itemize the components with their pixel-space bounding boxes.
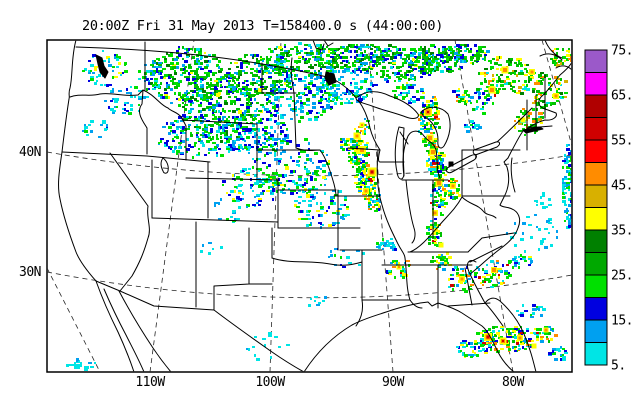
basemap-borders <box>58 40 572 372</box>
colorbar-cell <box>584 94 608 118</box>
colorbar-tick-label: 45. <box>611 179 633 194</box>
colorbar-tick-label: 25. <box>611 269 633 284</box>
colorbar-cell <box>584 207 608 231</box>
colorbar-cell <box>584 319 608 343</box>
colorbar-cell <box>584 252 608 276</box>
title-model-time: T=158400.0 s (44:00:00) <box>263 18 443 34</box>
longitude-axis: 110W 100W 90W 80W <box>135 375 525 390</box>
lon-label-80w: 80W <box>502 375 525 390</box>
colorbar-cell <box>584 139 608 163</box>
colorbar-cell <box>584 342 608 366</box>
lon-label-100w: 100W <box>255 375 285 390</box>
colorbar-cell <box>584 297 608 321</box>
colorbar-tick-label: 35. <box>611 224 633 239</box>
colorbar-tick-label: 75. <box>611 44 633 59</box>
plot-title: 20:00Z Fri 31 May 2013 T=158400.0 s (44:… <box>82 18 443 34</box>
colorbar-tick-label: 5. <box>611 359 626 374</box>
colorbar-tick-label: 65. <box>611 89 633 104</box>
latitude-axis: 40N 30N <box>19 145 41 280</box>
map-frame <box>46 39 573 373</box>
colorbar-cell <box>584 162 608 186</box>
lat-label-30n: 30N <box>19 265 41 280</box>
lon-label-90w: 90W <box>382 375 405 390</box>
colorbar-cell <box>584 184 608 208</box>
colorbar-cell <box>584 72 608 96</box>
colorbar-cell <box>584 274 608 298</box>
title-timestamp: 20:00Z Fri 31 May 2013 <box>82 18 254 34</box>
colorbar-cell <box>584 49 608 73</box>
colorbar-cell <box>584 229 608 253</box>
colorbar-cell <box>584 117 608 141</box>
lon-label-110w: 110W <box>135 375 165 390</box>
reflectivity-colorbar: 75. 65. 55. 45. 35. 25. 15. 5. <box>584 44 633 374</box>
colorbar-tick-label: 55. <box>611 134 633 149</box>
lat-label-40n: 40N <box>19 145 41 160</box>
colorbar-tick-label: 15. <box>611 314 633 329</box>
